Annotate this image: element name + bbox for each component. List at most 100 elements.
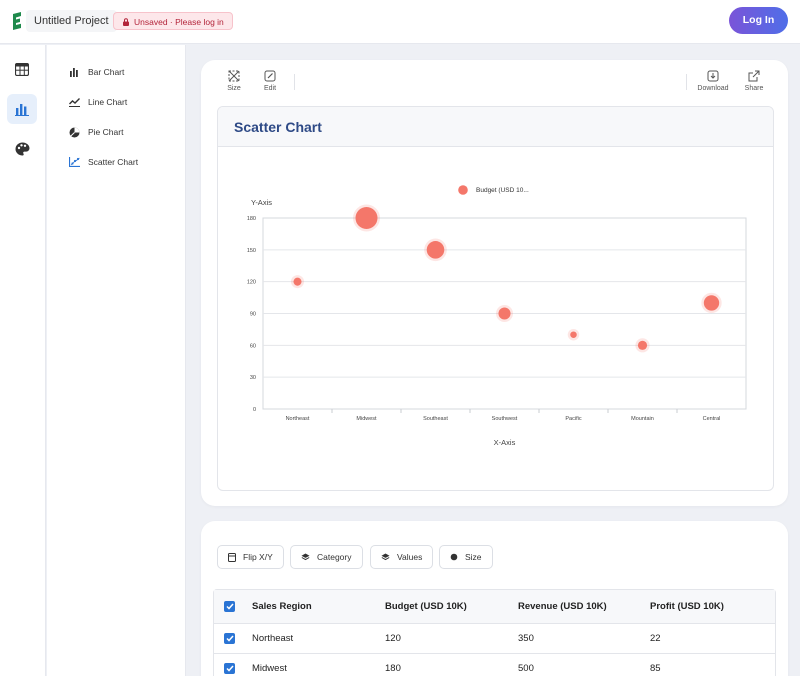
- scatter-chart: 0 30 60 90 120 150 180 Northeast Midwest Southeas…: [247, 185, 747, 447]
- data-card: Flip X/Y Category Values Size Sales Regi…: [201, 521, 788, 676]
- y-tick-label: 180: [247, 216, 256, 222]
- table-cell[interactable]: Midwest: [252, 663, 287, 674]
- data-point: [570, 331, 577, 338]
- x-tick-label: Pacific: [565, 416, 581, 422]
- data-point: [498, 307, 511, 320]
- size-button[interactable]: Size: [439, 545, 493, 569]
- download-tool-label: Download: [697, 85, 729, 92]
- select-all-checkbox[interactable]: [224, 601, 235, 612]
- chart-type-label: Pie Chart: [88, 127, 124, 137]
- rail-style-button[interactable]: [7, 134, 37, 164]
- chart-type-pie[interactable]: Pie Chart: [69, 123, 123, 141]
- x-tick-label: Northeast: [286, 416, 310, 422]
- chart-type-label: Line Chart: [88, 97, 128, 107]
- resize-icon: [228, 70, 240, 82]
- row-checkbox[interactable]: [224, 633, 235, 644]
- category-button[interactable]: Category: [290, 545, 363, 569]
- x-tick-label: Southeast: [423, 416, 448, 422]
- table-cell[interactable]: 85: [650, 663, 661, 674]
- palette-icon: [15, 142, 29, 156]
- table-cell[interactable]: 22: [650, 633, 661, 644]
- chart-type-label: Scatter Chart: [88, 157, 139, 167]
- flip-xy-button[interactable]: Flip X/Y: [217, 545, 284, 569]
- table-icon: [15, 62, 29, 76]
- rail-chart-button[interactable]: [7, 94, 37, 124]
- column-header[interactable]: Revenue (USD 10K): [518, 601, 607, 612]
- row-checkbox[interactable]: [224, 663, 235, 674]
- chart-type-panel: Bar Chart Line Chart Pie Chart Scatter C…: [47, 45, 186, 676]
- check-icon: [225, 635, 234, 642]
- icon-rail: [0, 45, 46, 676]
- table-cell[interactable]: 180: [385, 663, 401, 674]
- chart-type-bar[interactable]: Bar Chart: [69, 63, 124, 81]
- chart-type-line[interactable]: Line Chart: [69, 93, 127, 111]
- rail-table-button[interactable]: [7, 54, 37, 84]
- circle-icon: [450, 553, 458, 561]
- toolbar-divider: [686, 74, 687, 90]
- y-tick-label: 90: [250, 312, 256, 318]
- column-header[interactable]: Sales Region: [252, 601, 312, 612]
- x-tick-label: Southwest: [492, 416, 518, 422]
- y-tick-label: 30: [250, 375, 256, 381]
- chart-type-label: Bar Chart: [88, 67, 125, 77]
- size-tool-button[interactable]: Size: [217, 70, 251, 92]
- top-bar: Untitled Project Unsaved · Please log in…: [0, 0, 800, 44]
- edit-icon: [264, 70, 276, 82]
- scatter-chart-icon: [69, 157, 80, 167]
- y-axis-label: Y-Axis: [251, 198, 272, 207]
- table-cell[interactable]: 350: [518, 633, 534, 644]
- table-row: Northeast 120 350 22: [214, 624, 775, 654]
- bar-chart-icon: [70, 68, 78, 77]
- flip-icon: [228, 552, 236, 562]
- table-cell[interactable]: 500: [518, 663, 534, 674]
- values-button[interactable]: Values: [370, 545, 434, 569]
- bar-chart-icon: [15, 103, 29, 116]
- data-point: [426, 241, 445, 259]
- layers-icon: [381, 553, 390, 561]
- share-tool-button[interactable]: Share: [737, 70, 771, 92]
- table-cell[interactable]: 120: [385, 633, 401, 644]
- legend-marker: [458, 185, 468, 195]
- column-header[interactable]: Budget (USD 10K): [385, 601, 467, 612]
- y-tick-label: 0: [253, 407, 256, 413]
- edit-tool-button[interactable]: Edit: [253, 70, 287, 92]
- pie-chart-icon: [69, 127, 80, 137]
- toolbar-divider: [294, 74, 295, 90]
- chart-type-scatter[interactable]: Scatter Chart: [69, 153, 138, 171]
- x-tick-label: Central: [703, 416, 721, 422]
- table-row: Midwest 180 500 85: [214, 654, 775, 676]
- category-label: Category: [317, 552, 352, 562]
- column-header[interactable]: Profit (USD 10K): [650, 601, 724, 612]
- chart-card: Size Edit Download Share Scatter Chart 0…: [201, 60, 788, 506]
- share-icon: [748, 70, 760, 82]
- y-tick-label: 150: [247, 248, 256, 254]
- data-point: [355, 207, 378, 229]
- download-tool-button[interactable]: Download: [695, 70, 731, 92]
- check-icon: [225, 665, 234, 672]
- edit-tool-label: Edit: [263, 85, 277, 92]
- chart-container: Scatter Chart 0 30 60 90 120 150 180 Northeast M…: [217, 106, 774, 491]
- y-tick-label: 120: [247, 280, 256, 286]
- line-chart-icon: [69, 98, 80, 107]
- table-cell[interactable]: Northeast: [252, 633, 294, 644]
- data-table: Sales Region Budget (USD 10K) Revenue (U…: [213, 589, 776, 676]
- x-tick-label: Mountain: [631, 416, 654, 422]
- values-label: Values: [397, 552, 423, 562]
- size-tool-label: Size: [227, 85, 241, 92]
- project-name[interactable]: Untitled Project: [26, 10, 117, 32]
- lock-icon: [123, 18, 129, 26]
- layers-icon: [301, 553, 310, 561]
- legend-label: Budget (USD 10...: [476, 187, 529, 194]
- check-icon: [225, 603, 234, 610]
- size-label: Size: [465, 552, 482, 562]
- unsaved-text: Unsaved · Please log in: [134, 17, 224, 27]
- data-point: [637, 340, 648, 350]
- app-logo-icon: [13, 12, 21, 30]
- x-tick-label: Midwest: [356, 416, 377, 422]
- y-tick-label: 60: [250, 343, 256, 349]
- download-icon: [707, 70, 719, 82]
- unsaved-badge: Unsaved · Please log in: [113, 12, 233, 30]
- x-axis-label: X-Axis: [494, 438, 516, 447]
- login-button[interactable]: Log In: [729, 7, 788, 34]
- share-tool-label: Share: [744, 85, 764, 92]
